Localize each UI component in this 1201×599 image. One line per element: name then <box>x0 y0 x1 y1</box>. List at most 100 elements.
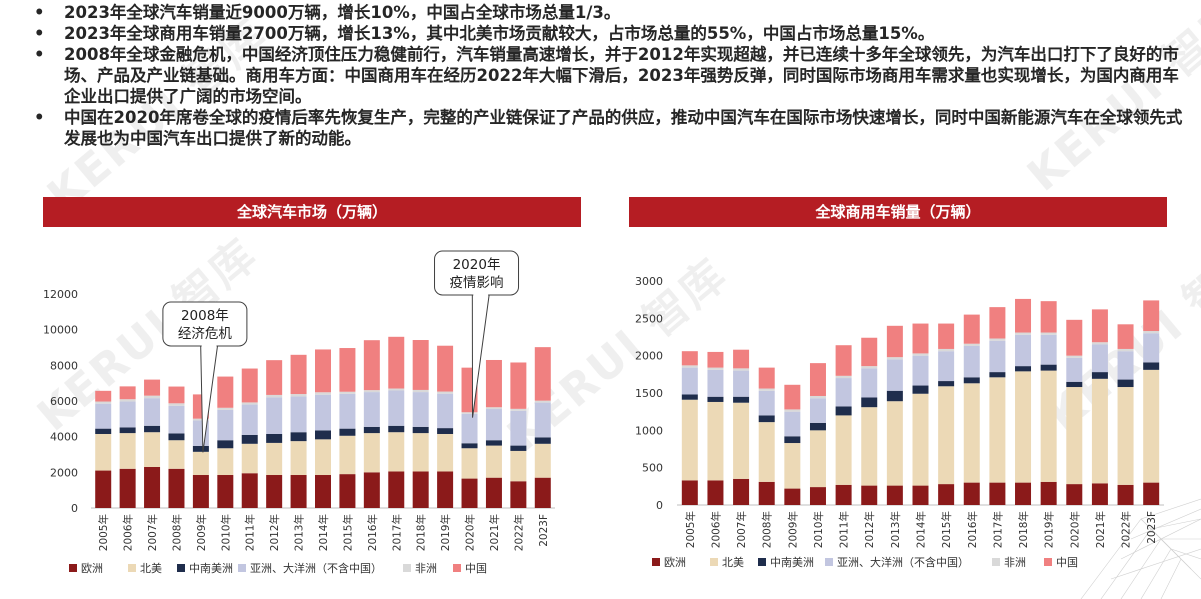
legend-label-北美: 北美 <box>722 556 744 569</box>
bar-segment-亚洲、大洋洲（不含中国）-2013年 <box>886 359 903 391</box>
legend-swatch-北美 <box>710 558 718 566</box>
bar-segment-北美-2007年 <box>733 402 750 479</box>
x-tick-label: 2013年 <box>889 511 902 548</box>
bullet-dot: • <box>34 24 45 43</box>
bar-segment-北美-2008年 <box>758 422 775 482</box>
bar-segment-中南美洲-2007年 <box>733 396 750 403</box>
bar-segment-欧洲-2006年 <box>119 468 136 508</box>
x-tick-label: 2006年 <box>709 511 722 548</box>
bar-segment-非洲-2016年 <box>963 343 980 346</box>
bar-segment-中南美洲-2019年 <box>437 428 454 434</box>
bar-segment-欧洲-2010年 <box>217 475 234 508</box>
x-tick-label: 2023F <box>538 514 550 547</box>
bar-segment-亚洲、大洋洲（不含中国）-2017年 <box>388 390 405 426</box>
bar-segment-北美-2014年 <box>912 393 929 486</box>
bar-segment-亚洲、大洋洲（不含中国）-2008年 <box>758 390 775 416</box>
callout-text: 疫情影响 <box>450 275 504 291</box>
legend-swatch-欧洲 <box>652 558 660 566</box>
callout-pointer <box>471 294 490 418</box>
callout-joint <box>201 344 217 347</box>
bar-segment-中南美洲-2022年 <box>510 445 527 451</box>
bar-segment-中南美洲-2017年 <box>989 372 1006 378</box>
bar-segment-亚洲、大洋洲（不含中国）-2019年 <box>437 393 454 429</box>
x-tick-label: 2005年 <box>684 511 697 548</box>
bar-segment-亚洲、大洋洲（不含中国）-2021年 <box>485 409 502 441</box>
bar-segment-亚洲、大洋洲（不含中国）-2008年 <box>168 405 185 434</box>
bar-segment-北美-2020年 <box>1066 387 1083 485</box>
bar-segment-中南美洲-2016年 <box>963 377 980 384</box>
bar-segment-亚洲、大洋洲（不含中国）-2005年 <box>681 367 698 395</box>
bar-segment-亚洲、大洋洲（不含中国）-2011年 <box>241 404 258 435</box>
bar-segment-中南美洲-2019年 <box>1040 364 1057 371</box>
bar-segment-非洲-2021年 <box>1091 342 1108 345</box>
x-tick-label: 2007年 <box>735 511 748 548</box>
bar-segment-北美-2017年 <box>388 432 405 472</box>
legend-label-非洲: 非洲 <box>1004 556 1026 569</box>
bullet-list: • 2023年全球汽车销量近9000万辆，增长10%，中国占全球市场总量1/3。 … <box>14 2 1194 149</box>
legend-label-北美: 北美 <box>140 562 162 575</box>
x-tick-label: 2014年 <box>317 514 330 551</box>
x-tick-label: 2018年 <box>1017 511 1030 548</box>
bar-segment-欧洲-2011年 <box>241 473 258 508</box>
bar-segment-北美-2022年 <box>510 450 527 482</box>
bar-segment-非洲-2019年 <box>437 391 454 394</box>
bar-segment-亚洲、大洋洲（不含中国）-2021年 <box>1091 344 1108 373</box>
bar-segment-欧洲-2005年 <box>681 480 698 505</box>
bar-segment-中南美洲-2018年 <box>412 426 429 434</box>
bar-segment-非洲-2022年 <box>1117 348 1134 352</box>
bar-segment-欧洲-2016年 <box>963 482 980 505</box>
bar-segment-非洲-2020年 <box>461 412 478 414</box>
bar-segment-亚洲、大洋洲（不含中国）-2014年 <box>912 355 929 386</box>
bar-segment-中南美洲-2015年 <box>339 428 356 436</box>
x-tick-label: 2010年 <box>219 514 232 551</box>
x-tick-label: 2016年 <box>366 514 379 551</box>
legend-label-中国: 中国 <box>1056 556 1078 569</box>
legend-label-欧洲: 欧洲 <box>664 556 686 569</box>
legend-label-中南美洲: 中南美洲 <box>770 556 814 569</box>
bar-segment-北美-2017年 <box>989 377 1006 483</box>
bar-segment-北美-2009年 <box>192 451 209 476</box>
bar-segment-中南美洲-2021年 <box>485 440 502 446</box>
bar-segment-北美-2016年 <box>363 433 380 473</box>
legend-swatch-中南美洲 <box>177 564 185 572</box>
bar-segment-中国-2019年 <box>437 345 454 392</box>
bar-segment-欧洲-2006年 <box>707 480 724 505</box>
y-tick-label: 2500 <box>635 312 663 325</box>
bar-segment-欧洲-2021年 <box>485 477 502 508</box>
x-tick-label: 2022年 <box>512 514 525 551</box>
bar-segment-中国-2013年 <box>886 325 903 358</box>
bar-segment-北美-2016年 <box>963 383 980 483</box>
bar-segment-北美-2023F <box>1143 369 1160 483</box>
bar-segment-中南美洲-2011年 <box>835 406 852 416</box>
y-tick-label: 0 <box>656 499 663 512</box>
bar-segment-非洲-2005年 <box>681 365 698 368</box>
x-tick-label: 2017年 <box>991 511 1004 548</box>
x-tick-label: 2009年 <box>786 511 799 548</box>
bar-segment-亚洲、大洋洲（不含中国）-2007年 <box>733 370 750 397</box>
legend-label-亚洲、大洋洲（不含中国）: 亚洲、大洋洲（不含中国） <box>250 561 382 575</box>
bar-segment-北美-2013年 <box>290 441 307 476</box>
bar-segment-中国-2014年 <box>315 349 331 393</box>
bar-segment-欧洲-2020年 <box>461 478 478 508</box>
bar-segment-亚洲、大洋洲（不含中国）-2015年 <box>339 393 356 429</box>
x-tick-label: 2020年 <box>464 514 477 551</box>
bar-segment-北美-2023F <box>534 443 551 478</box>
bar-segment-欧洲-2013年 <box>886 485 903 505</box>
bar-segment-中南美洲-2011年 <box>241 434 258 444</box>
bar-segment-中国-2022年 <box>1117 324 1134 349</box>
bar-segment-中国-2011年 <box>835 345 852 376</box>
bar-segment-北美-2012年 <box>861 407 878 486</box>
bar-segment-中南美洲-2006年 <box>707 396 724 402</box>
bar-segment-中南美洲-2013年 <box>290 432 307 442</box>
x-tick-label: 2015年 <box>341 514 354 551</box>
bar-segment-中国-2009年 <box>784 384 801 410</box>
bar-segment-非洲-2012年 <box>266 394 283 398</box>
bar-segment-中国-2012年 <box>861 337 878 367</box>
bar-segment-亚洲、大洋洲（不含中国）-2017年 <box>989 340 1006 373</box>
bar-segment-亚洲、大洋洲（不含中国）-2014年 <box>315 394 331 431</box>
bar-segment-中国-2017年 <box>989 307 1006 339</box>
bar-segment-欧洲-2013年 <box>290 475 307 508</box>
bar-segment-北美-2005年 <box>681 399 698 481</box>
bar-segment-中国-2019年 <box>1040 301 1057 333</box>
